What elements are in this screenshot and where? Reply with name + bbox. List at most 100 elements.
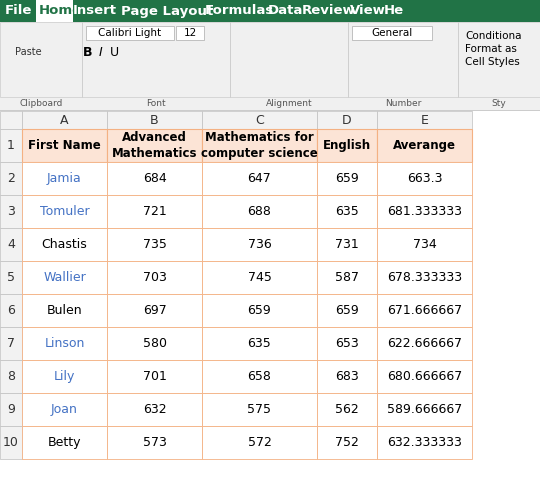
Text: 659: 659 [335, 304, 359, 317]
Text: Number: Number [385, 99, 421, 108]
Text: 663.3: 663.3 [407, 172, 442, 185]
Text: 680.666667: 680.666667 [387, 370, 462, 383]
Text: 678.333333: 678.333333 [387, 271, 462, 284]
Text: Calibri Light: Calibri Light [98, 28, 161, 38]
Bar [377, 195, 472, 228]
Bar [317, 195, 377, 228]
Text: First Name: First Name [28, 139, 101, 152]
Bar [377, 111, 472, 129]
Bar [202, 360, 317, 393]
Text: A: A [60, 113, 69, 127]
Text: Lily: Lily [54, 370, 75, 383]
Bar [202, 129, 317, 162]
Text: 632.333333: 632.333333 [387, 436, 462, 449]
Bar [352, 26, 432, 40]
Text: Sty: Sty [491, 99, 507, 108]
Text: 681.333333: 681.333333 [387, 205, 462, 218]
Bar [230, 22, 348, 97]
Text: 683: 683 [335, 370, 359, 383]
Bar [107, 327, 202, 360]
Text: 9: 9 [7, 403, 15, 416]
Text: 688: 688 [247, 205, 272, 218]
Text: C: C [255, 113, 264, 127]
Text: Clipboard: Clipboard [19, 99, 63, 108]
Text: He: He [383, 4, 403, 17]
Bar [0, 0, 540, 22]
Bar [377, 426, 472, 459]
Bar [22, 162, 107, 195]
Text: Paste: Paste [15, 47, 42, 57]
Bar [317, 162, 377, 195]
Text: 1: 1 [7, 139, 15, 152]
Bar [0, 22, 82, 97]
Text: Conditiona: Conditiona [465, 31, 522, 41]
Text: B: B [150, 113, 159, 127]
Bar [0, 360, 22, 393]
Text: Betty: Betty [48, 436, 81, 449]
Bar [22, 327, 107, 360]
Text: 5: 5 [7, 271, 15, 284]
Text: 8: 8 [7, 370, 15, 383]
Bar [22, 228, 107, 261]
Text: Insert: Insert [72, 4, 117, 17]
Bar [317, 111, 377, 129]
Bar [202, 228, 317, 261]
Text: 4: 4 [7, 238, 15, 251]
Bar [202, 162, 317, 195]
Text: Review: Review [301, 4, 355, 17]
Bar [0, 110, 540, 111]
Text: B: B [83, 46, 93, 59]
Bar [202, 195, 317, 228]
Bar [107, 360, 202, 393]
Bar [317, 360, 377, 393]
Text: 622.666667: 622.666667 [387, 337, 462, 350]
Bar [86, 26, 174, 40]
Bar [348, 22, 458, 97]
Text: Wallier: Wallier [43, 271, 86, 284]
Text: U: U [110, 46, 119, 59]
Bar [377, 261, 472, 294]
Bar [0, 228, 22, 261]
Text: Tomuler: Tomuler [39, 205, 89, 218]
Bar [377, 129, 472, 162]
Text: Mathematics for
computer science: Mathematics for computer science [201, 131, 318, 160]
Text: 731: 731 [335, 238, 359, 251]
Text: 653: 653 [335, 337, 359, 350]
Bar [0, 195, 22, 228]
Text: 658: 658 [247, 370, 272, 383]
Text: Advanced
Mathematics: Advanced Mathematics [112, 131, 197, 160]
Text: 721: 721 [143, 205, 166, 218]
Text: Cell Styles: Cell Styles [465, 57, 519, 67]
Bar [22, 261, 107, 294]
Bar [22, 111, 107, 129]
Bar [22, 360, 107, 393]
Bar [107, 294, 202, 327]
Bar [0, 294, 22, 327]
Bar [22, 294, 107, 327]
Text: 635: 635 [248, 337, 272, 350]
Text: 697: 697 [143, 304, 166, 317]
Text: General: General [372, 28, 413, 38]
Bar [107, 195, 202, 228]
Text: Joan: Joan [51, 403, 78, 416]
Text: 659: 659 [335, 172, 359, 185]
Text: Linson: Linson [44, 337, 85, 350]
Text: 701: 701 [143, 370, 166, 383]
Text: 735: 735 [143, 238, 166, 251]
Bar [22, 195, 107, 228]
Text: D: D [342, 113, 352, 127]
Text: Font: Font [146, 99, 166, 108]
Bar [317, 261, 377, 294]
Bar [22, 393, 107, 426]
Bar [0, 327, 22, 360]
Text: 684: 684 [143, 172, 166, 185]
Text: Averange: Averange [393, 139, 456, 152]
Text: 587: 587 [335, 271, 359, 284]
Bar [377, 393, 472, 426]
Bar [317, 228, 377, 261]
Bar [202, 327, 317, 360]
Bar [22, 129, 107, 162]
Text: Data: Data [268, 4, 303, 17]
Bar [458, 22, 540, 97]
Bar [0, 22, 540, 110]
